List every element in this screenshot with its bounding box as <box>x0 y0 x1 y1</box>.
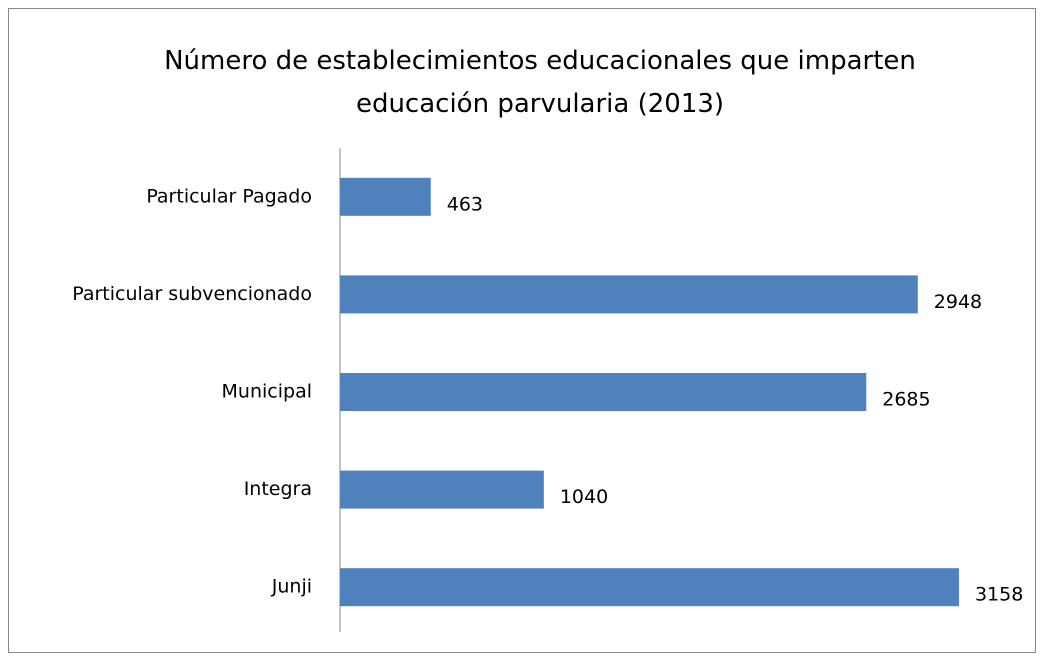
bar <box>340 275 918 314</box>
y-tick-label: Junji <box>271 576 312 598</box>
bar <box>340 373 867 411</box>
y-tick-label: Municipal <box>222 381 312 403</box>
bar <box>340 177 431 216</box>
data-label: 2685 <box>882 389 930 411</box>
chart-frame <box>8 8 1036 653</box>
data-label: 1040 <box>560 486 608 508</box>
chart-title: Número de establecimientos educacionales… <box>164 46 916 119</box>
y-tick-label: Particular Pagado <box>146 185 312 207</box>
data-label: 3158 <box>975 584 1023 606</box>
y-tick-label: Particular subvencionado <box>72 283 312 305</box>
bar <box>340 568 959 607</box>
data-label: 463 <box>447 193 483 215</box>
data-label: 2948 <box>934 291 982 313</box>
y-tick-label: Integra <box>244 478 312 500</box>
bar <box>340 470 544 509</box>
